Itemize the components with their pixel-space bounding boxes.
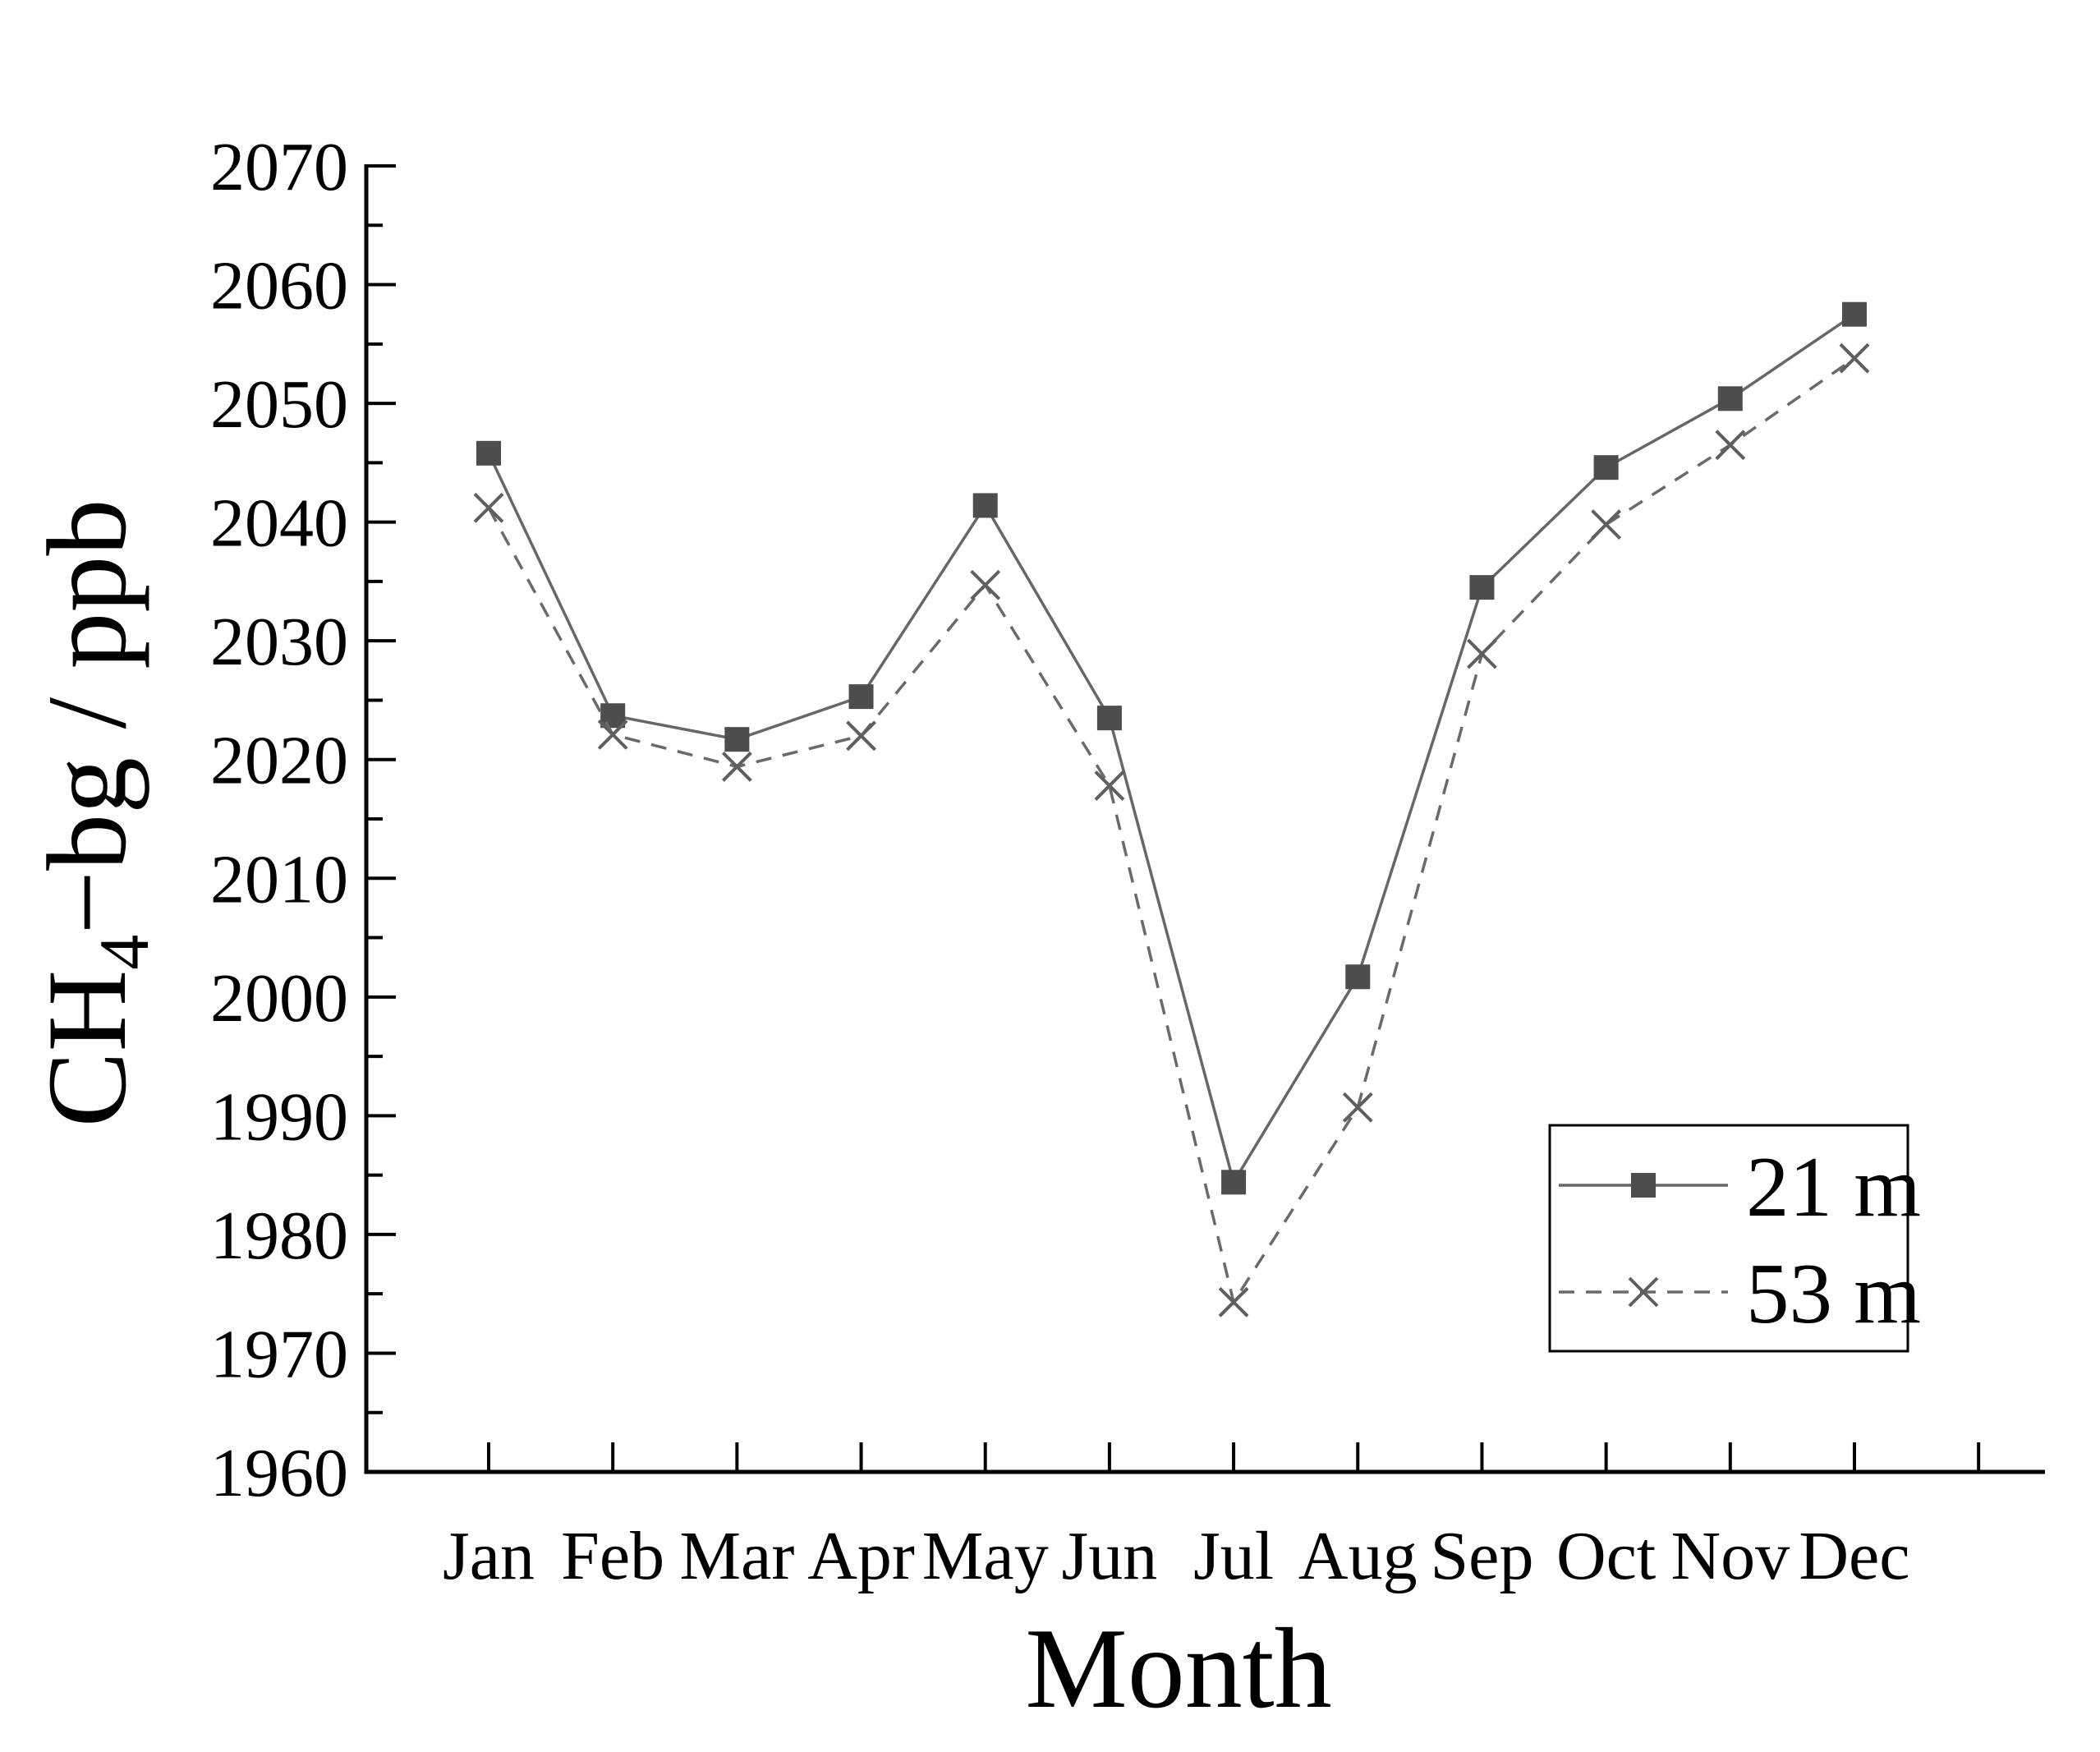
x-tick-label: Feb xyxy=(561,1518,664,1594)
marker-square xyxy=(848,684,874,710)
marker-square xyxy=(1593,455,1619,481)
y-tick-label: 1990 xyxy=(210,1078,348,1155)
marker-x xyxy=(1342,1092,1373,1123)
series-line-solid xyxy=(487,313,1855,1186)
x-tick-label: Mar xyxy=(679,1518,794,1594)
marker-x xyxy=(1628,1276,1659,1308)
marker-x xyxy=(597,719,628,750)
marker-square xyxy=(1221,1170,1247,1195)
marker-x xyxy=(970,569,1001,600)
y-tick-label: 2050 xyxy=(210,366,348,443)
x-tick-label: Aug xyxy=(1298,1518,1418,1594)
marker-x xyxy=(1467,638,1497,669)
marker-x xyxy=(1715,430,1746,461)
marker-x xyxy=(846,720,876,752)
x-tick-label: Jul xyxy=(1193,1518,1274,1594)
marker-x xyxy=(721,751,752,782)
x-tick-label: Jun xyxy=(1062,1518,1158,1594)
x-tick-label: Nov xyxy=(1670,1518,1790,1594)
marker-square xyxy=(1631,1173,1656,1198)
marker-square xyxy=(972,493,998,518)
x-tick-label: Jan xyxy=(443,1518,535,1594)
axes-layer: 1960 1970 1980 1990 2000 2010 2020 2030 2040 2050… xyxy=(210,129,2045,1594)
legend-layer: 21 m 53 m xyxy=(1548,1124,1921,1353)
marker-square xyxy=(476,440,501,466)
x-tick-label: May xyxy=(922,1518,1049,1594)
x-tick-label: Dec xyxy=(1799,1518,1909,1594)
y-tick-label: 1960 xyxy=(210,1435,348,1511)
series-line-dashed xyxy=(487,356,1855,1306)
x-tick-label: Oct xyxy=(1556,1518,1656,1594)
y-tick-label: 1970 xyxy=(210,1316,348,1392)
legend-box xyxy=(1548,1124,1909,1353)
marker-x xyxy=(1094,770,1125,801)
y-tick-label: 2000 xyxy=(210,960,348,1037)
x-tick-label: Apr xyxy=(807,1518,915,1594)
marker-square xyxy=(1345,964,1371,990)
marker-x xyxy=(473,492,504,523)
y-tick-label: 2020 xyxy=(210,723,348,799)
y-tick-label: 2060 xyxy=(210,248,348,324)
marker-square xyxy=(1096,706,1122,731)
y-tick-label: 2070 xyxy=(210,129,348,205)
marker-x xyxy=(1839,343,1870,374)
marker-square xyxy=(1469,575,1495,600)
marker-square xyxy=(600,703,626,729)
y-axis-title: CH4−bg / ppb xyxy=(24,499,163,1128)
marker-square xyxy=(1717,386,1743,412)
y-tick-label: 2030 xyxy=(210,604,348,680)
legend-label: 53 m xyxy=(1746,1245,1921,1341)
titles-layer: Month CH4−bg / ppb xyxy=(24,499,1332,1732)
y-tick-label: 2010 xyxy=(210,841,348,917)
series-layer xyxy=(473,301,1870,1317)
marker-x xyxy=(1218,1286,1249,1317)
series-21-m xyxy=(476,301,1867,1195)
x-tick-label: Sep xyxy=(1430,1518,1533,1594)
marker-square xyxy=(1841,301,1867,327)
y-tick-label: 1980 xyxy=(210,1198,348,1274)
x-axis-title: Month xyxy=(1025,1605,1331,1732)
marker-x xyxy=(1591,509,1622,540)
y-tick-label: 2040 xyxy=(210,485,348,562)
series-53-m xyxy=(473,343,1870,1317)
legend-label: 21 m xyxy=(1746,1138,1921,1235)
marker-square xyxy=(724,727,750,752)
